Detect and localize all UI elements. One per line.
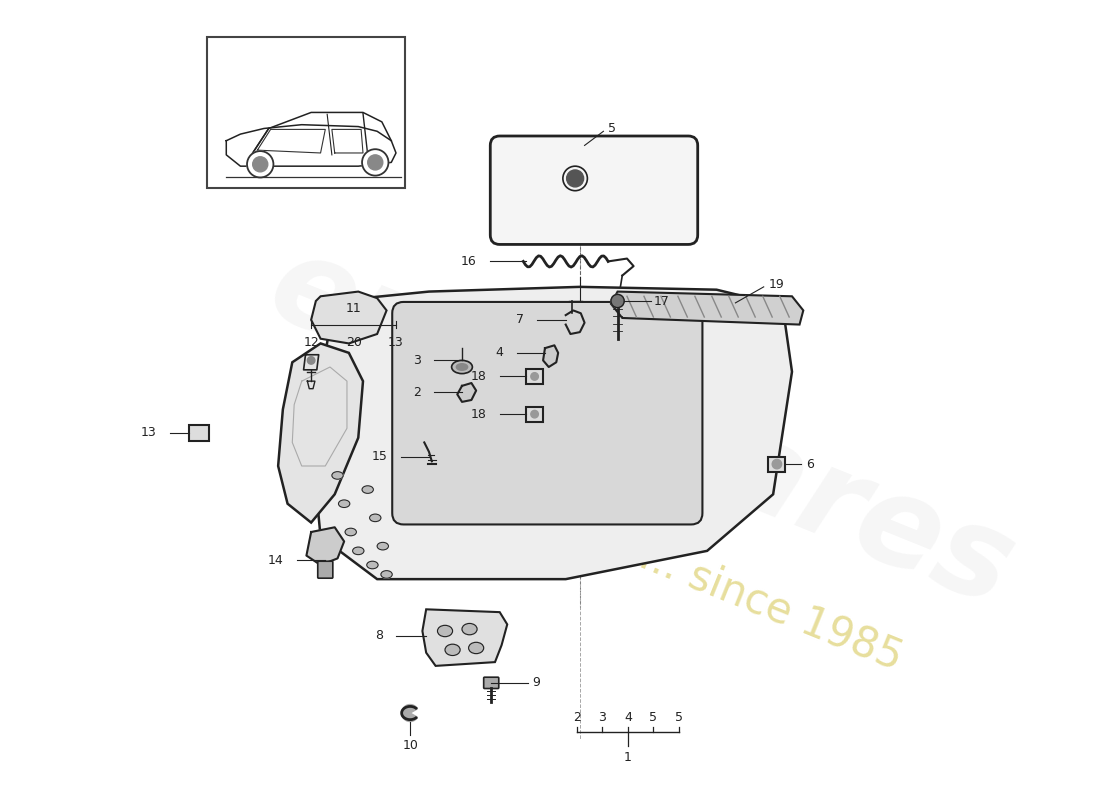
Text: 17: 17	[653, 294, 669, 307]
Polygon shape	[311, 287, 792, 579]
Circle shape	[307, 357, 315, 364]
Text: 3: 3	[412, 354, 420, 367]
Circle shape	[253, 157, 267, 172]
Ellipse shape	[353, 547, 364, 554]
Ellipse shape	[462, 623, 477, 634]
Polygon shape	[610, 291, 803, 325]
FancyBboxPatch shape	[393, 302, 703, 525]
Ellipse shape	[456, 364, 468, 370]
Ellipse shape	[366, 562, 378, 569]
Polygon shape	[458, 383, 476, 402]
Ellipse shape	[332, 472, 343, 479]
FancyBboxPatch shape	[484, 677, 498, 689]
Text: 1: 1	[624, 750, 631, 764]
Text: 13: 13	[388, 336, 404, 349]
Polygon shape	[543, 346, 558, 367]
Text: 18: 18	[471, 370, 486, 383]
Circle shape	[367, 155, 383, 170]
Bar	[188, 425, 209, 442]
Text: 11: 11	[345, 302, 362, 315]
Ellipse shape	[438, 626, 452, 637]
Circle shape	[531, 410, 538, 418]
Ellipse shape	[381, 570, 393, 578]
Text: eurospares: eurospares	[252, 224, 1031, 632]
Circle shape	[248, 151, 274, 178]
Ellipse shape	[339, 500, 350, 507]
Text: 15: 15	[372, 450, 387, 463]
Ellipse shape	[345, 528, 356, 536]
Wedge shape	[402, 705, 418, 722]
Text: 10: 10	[403, 739, 418, 753]
FancyBboxPatch shape	[318, 562, 333, 578]
Circle shape	[772, 459, 782, 469]
Text: 20: 20	[345, 336, 362, 349]
Text: 18: 18	[471, 408, 486, 421]
Text: 9: 9	[532, 676, 540, 690]
Polygon shape	[278, 343, 363, 522]
Ellipse shape	[469, 642, 484, 654]
Bar	[769, 457, 785, 472]
Bar	[526, 369, 543, 384]
Text: 12: 12	[304, 336, 319, 349]
Text: 4: 4	[624, 711, 631, 724]
Circle shape	[362, 150, 388, 176]
Text: 19: 19	[769, 278, 784, 290]
Polygon shape	[422, 610, 507, 666]
Circle shape	[531, 373, 538, 380]
Text: 16: 16	[461, 255, 476, 268]
Ellipse shape	[362, 486, 373, 494]
Bar	[208, 37, 406, 188]
Circle shape	[566, 170, 584, 187]
Text: 8: 8	[375, 630, 383, 642]
Text: 5: 5	[675, 711, 683, 724]
Text: 5: 5	[608, 122, 616, 135]
Circle shape	[610, 294, 624, 308]
Ellipse shape	[452, 361, 472, 374]
Text: 13: 13	[141, 426, 156, 439]
Ellipse shape	[377, 542, 388, 550]
Text: 2: 2	[573, 711, 581, 724]
Text: 5: 5	[649, 711, 658, 724]
Ellipse shape	[446, 644, 460, 655]
Polygon shape	[396, 310, 689, 513]
Text: 7: 7	[516, 314, 525, 326]
Text: 6: 6	[806, 458, 814, 470]
Ellipse shape	[370, 514, 381, 522]
Polygon shape	[307, 527, 344, 565]
Text: 14: 14	[268, 554, 284, 566]
Text: a passion... since 1985: a passion... since 1985	[450, 461, 909, 678]
Text: 4: 4	[496, 346, 504, 359]
Text: 3: 3	[598, 711, 606, 724]
FancyBboxPatch shape	[491, 136, 697, 245]
Text: 2: 2	[412, 386, 420, 399]
Polygon shape	[311, 291, 386, 343]
Bar	[526, 406, 543, 422]
